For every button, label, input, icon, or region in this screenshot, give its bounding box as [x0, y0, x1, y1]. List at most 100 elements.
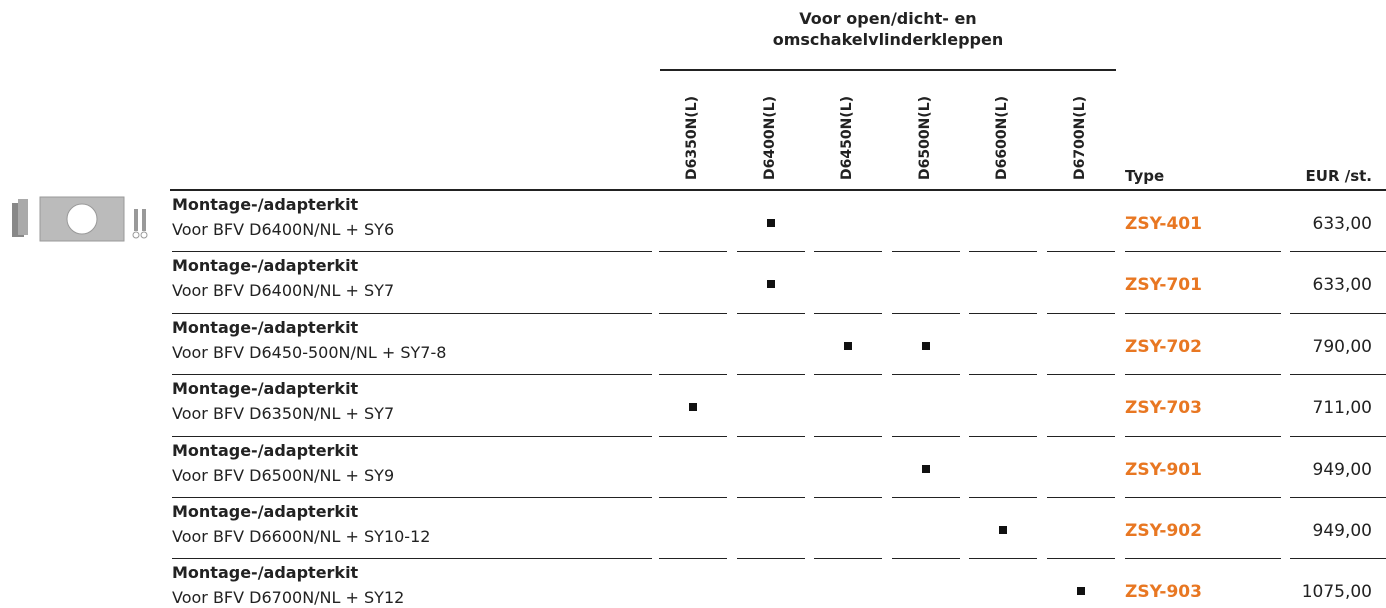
- row-rule: [1125, 251, 1281, 253]
- row-title: Montage-/adapterkit: [172, 256, 359, 276]
- row-title: Montage-/adapterkit: [172, 379, 359, 399]
- column-header: D6350N(L): [684, 95, 700, 180]
- row-subtitle: Voor BFV D6400N/NL + SY6: [172, 220, 395, 239]
- row-rule: [736, 312, 805, 314]
- row-subtitle: Voor BFV D6400N/NL + SY7: [172, 281, 395, 301]
- row-rule: [1290, 374, 1386, 376]
- group-title: Voor open/dicht- en omschakelvlinderklep…: [772, 9, 1004, 49]
- row-rule: [891, 497, 960, 498]
- row-rule: [969, 497, 1037, 498]
- row-rule: [736, 435, 805, 437]
- row-subtitle: Voor BFV D6600N/NL + SY10-12: [172, 527, 431, 546]
- row-rule: [1125, 435, 1281, 437]
- row-rule: [814, 251, 882, 253]
- price: 949,00: [1312, 459, 1372, 480]
- row-rule: [1046, 558, 1115, 560]
- price: 633,00: [1312, 275, 1372, 296]
- row-rule: [1290, 251, 1386, 253]
- row-rule: [736, 558, 805, 560]
- row-rule: [814, 312, 882, 314]
- row-rule: [891, 435, 960, 437]
- row-rule: [1046, 312, 1115, 314]
- type: ZSY-902: [1125, 521, 1202, 541]
- row-rule: [891, 251, 960, 253]
- row-rule: [1046, 374, 1115, 376]
- row-rule: [1125, 558, 1281, 560]
- price: 1075,00: [1301, 582, 1372, 603]
- row-rule: [1125, 497, 1281, 498]
- row-rule: [659, 312, 727, 314]
- mark: [921, 464, 930, 473]
- type: ZSY-901: [1125, 459, 1202, 480]
- price: 790,00: [1312, 336, 1372, 357]
- row-subtitle: Voor BFV D6450-500N/NL + SY7-8: [172, 342, 447, 362]
- mark: [1076, 587, 1085, 596]
- group-rule: [660, 69, 1116, 71]
- row-rule: [1290, 435, 1386, 437]
- row-rule: [969, 312, 1037, 314]
- row-rule: [969, 558, 1037, 560]
- row-rule: [172, 497, 652, 498]
- mark: [766, 219, 775, 227]
- row-rule: [1125, 374, 1281, 376]
- row-rule: [891, 374, 960, 376]
- row-title: Montage-/adapterkit: [172, 195, 359, 214]
- row-rule: [172, 558, 652, 560]
- row-rule: [1290, 558, 1386, 560]
- mark: [689, 403, 697, 412]
- row-title: Montage-/adapterkit: [172, 563, 359, 583]
- row-title: Montage-/adapterkit: [172, 440, 359, 460]
- row-rule: [172, 374, 652, 376]
- row-rule: [891, 558, 960, 560]
- row-rule: [1290, 312, 1386, 314]
- row-rule: [172, 312, 652, 314]
- product-image: [12, 196, 148, 242]
- mark: [921, 341, 930, 350]
- row-rule: [814, 435, 882, 437]
- row-rule: [659, 435, 727, 437]
- mark: [766, 280, 775, 289]
- header-rule: [170, 189, 1386, 191]
- row-rule: [736, 374, 805, 376]
- row-rule: [659, 558, 727, 560]
- row-rule: [1046, 435, 1115, 437]
- row-rule: [659, 251, 727, 253]
- mark: [999, 526, 1007, 534]
- type: ZSY-401: [1125, 214, 1202, 234]
- column-header: D6450N(L): [839, 95, 855, 180]
- row-title: Montage-/adapterkit: [172, 502, 359, 521]
- row-rule: [814, 374, 882, 376]
- row-rule: [659, 374, 727, 376]
- row-subtitle: Voor BFV D6350N/NL + SY7: [172, 404, 395, 424]
- row-rule: [1046, 251, 1115, 253]
- row-rule: [1046, 497, 1115, 498]
- row-rule: [891, 312, 960, 314]
- row-rule: [969, 251, 1037, 253]
- type: ZSY-701: [1125, 275, 1202, 296]
- row-title: Montage-/adapterkit: [172, 317, 359, 337]
- type: ZSY-703: [1125, 398, 1202, 419]
- row-rule: [969, 374, 1037, 376]
- row-rule: [969, 435, 1037, 437]
- type-header: Type: [1125, 167, 1165, 185]
- column-header: D6400N(L): [761, 95, 778, 180]
- row-subtitle: Voor BFV D6700N/NL + SY12: [172, 588, 405, 608]
- row-rule: [172, 435, 652, 437]
- price: 711,00: [1312, 398, 1372, 419]
- row-rule: [736, 497, 805, 498]
- column-header: D6500N(L): [916, 95, 933, 180]
- row-rule: [1290, 497, 1386, 498]
- row-rule: [172, 251, 652, 253]
- row-rule: [814, 497, 882, 498]
- price: 633,00: [1312, 214, 1372, 234]
- row-rule: [814, 558, 882, 560]
- type: ZSY-702: [1125, 336, 1202, 357]
- price-header: EUR /st.: [1305, 167, 1372, 185]
- column-header: D6700N(L): [1071, 95, 1088, 180]
- type: ZSY-903: [1125, 582, 1202, 603]
- row-rule: [659, 497, 727, 498]
- column-header: D6600N(L): [994, 95, 1010, 180]
- row-subtitle: Voor BFV D6500N/NL + SY9: [172, 465, 395, 485]
- row-rule: [1125, 312, 1281, 314]
